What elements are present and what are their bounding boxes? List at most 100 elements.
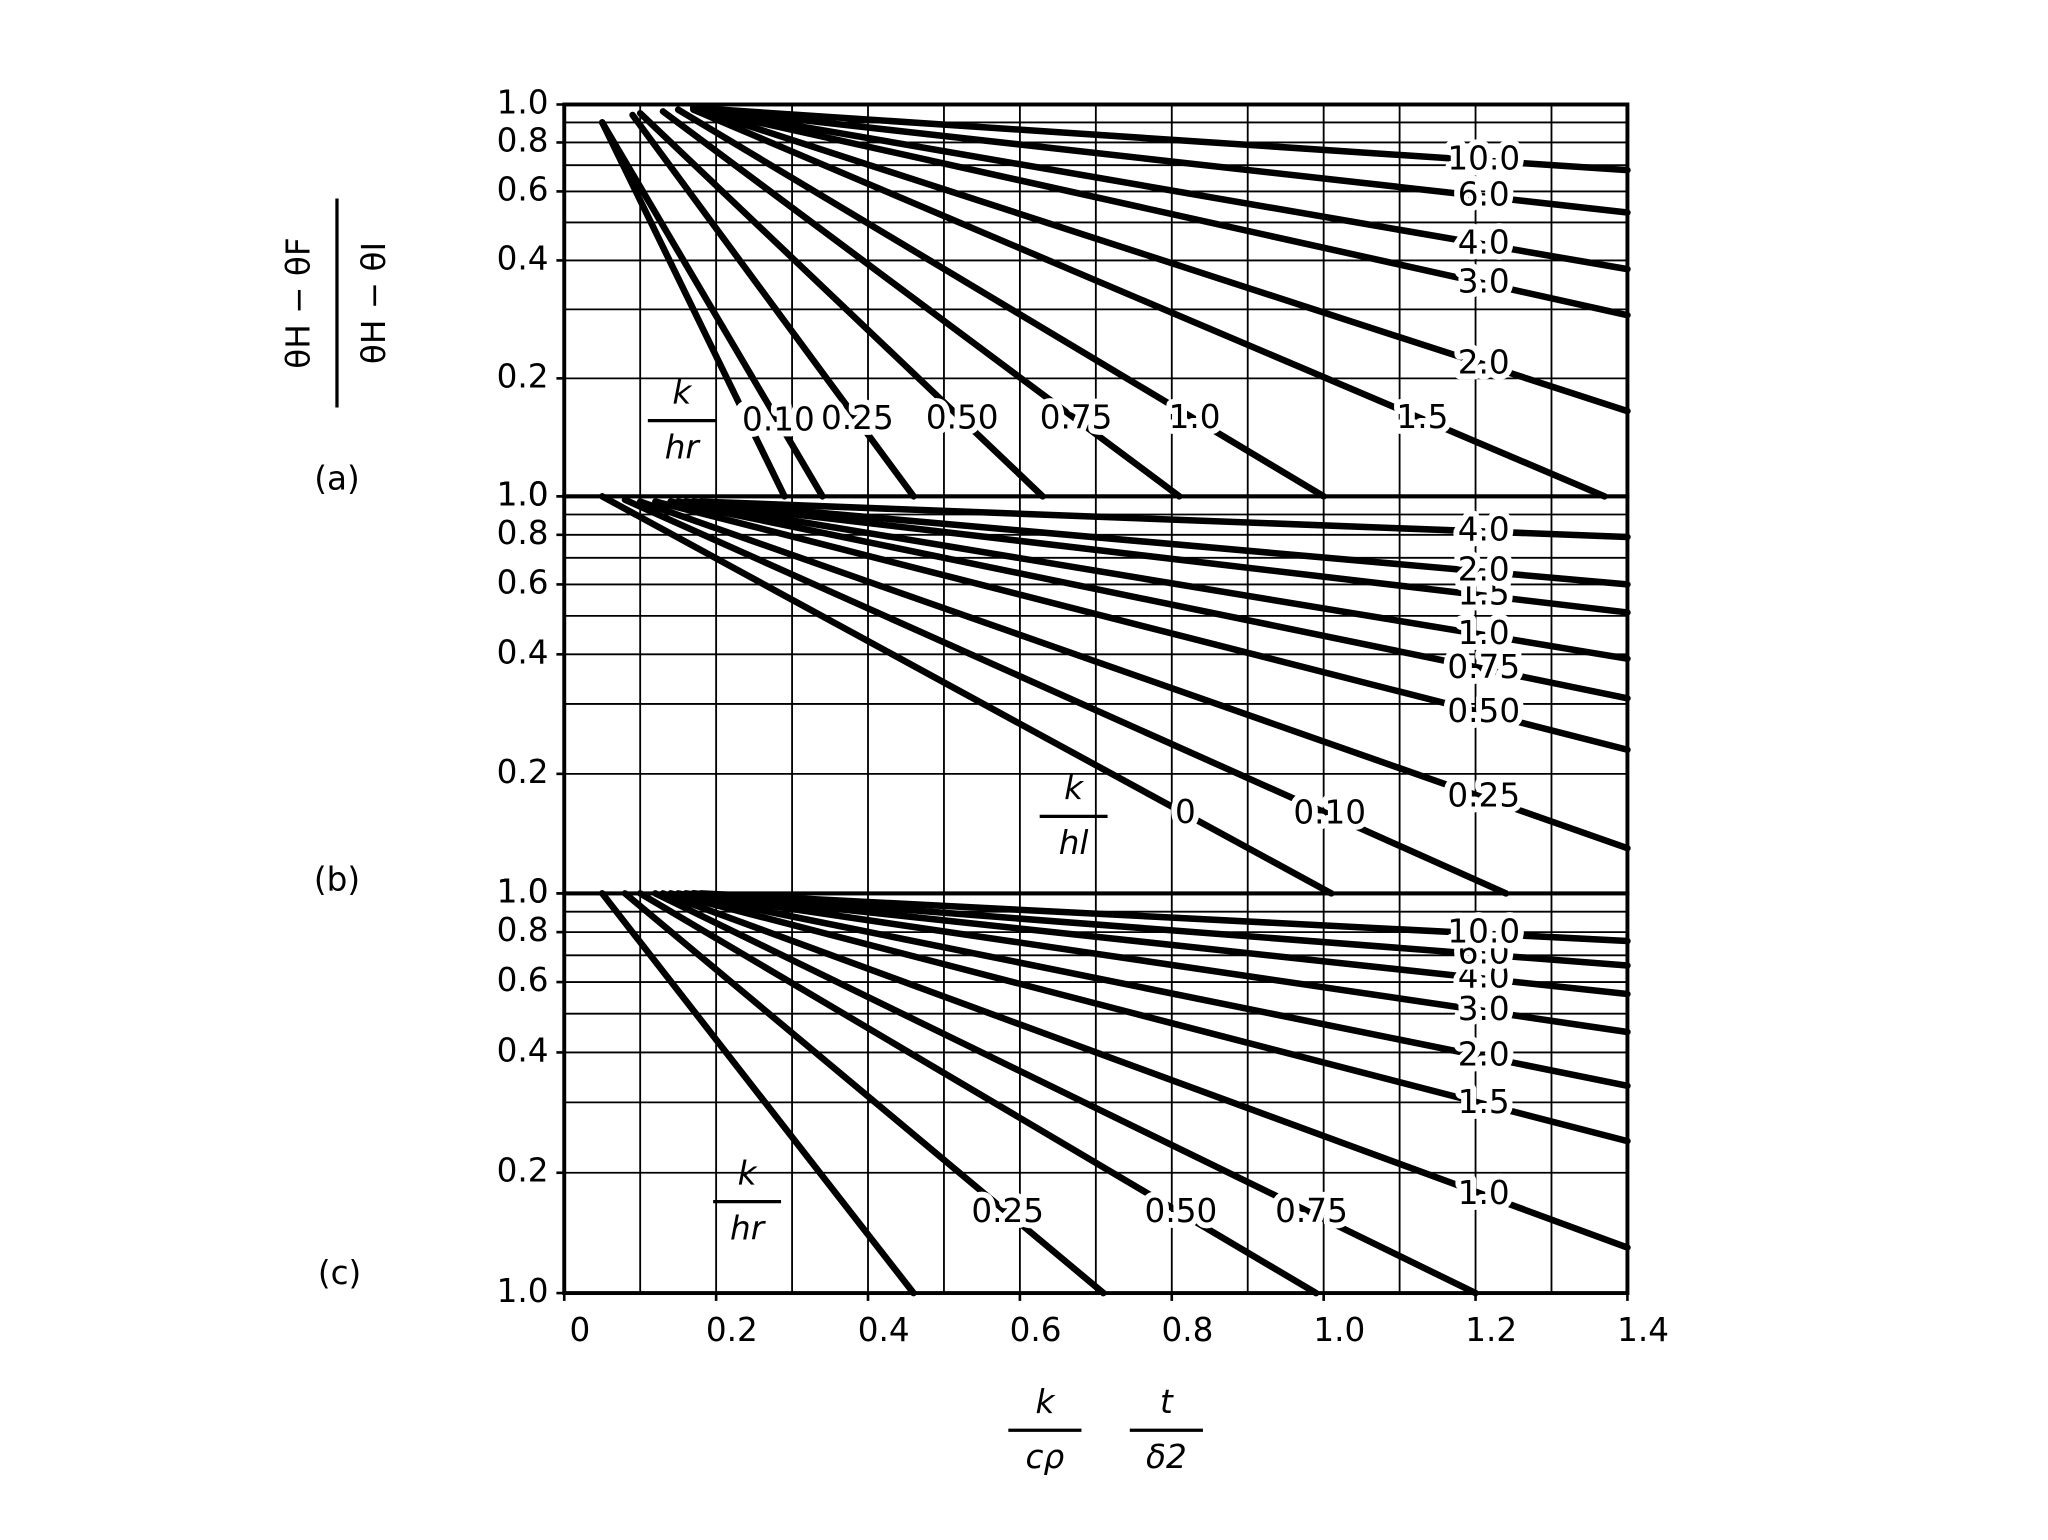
curve	[690, 104, 1631, 319]
curve	[652, 890, 1479, 1297]
curve-label: 0.75	[1275, 1192, 1348, 1230]
curve-label: 10.0	[1447, 140, 1520, 178]
curve-label: 1.5	[1458, 1083, 1510, 1121]
curve	[636, 109, 1046, 500]
y-tick-label: 0.2	[497, 753, 549, 791]
curve	[690, 498, 1631, 588]
curve-label: 2.0	[1458, 1036, 1510, 1074]
curve-label: 1.0	[1458, 1174, 1510, 1212]
fraction-denominator: δ2	[1146, 1438, 1187, 1476]
curve-label: 4.0	[1458, 510, 1510, 548]
fraction-denominator: hl	[1059, 824, 1089, 862]
curve-label: 0.50	[1145, 1192, 1218, 1230]
curve	[697, 890, 1631, 945]
curve	[598, 119, 826, 500]
x-tick-label: 0	[570, 1311, 591, 1349]
curve	[690, 106, 1608, 500]
curve	[690, 104, 1631, 174]
y-tick-label: 1.0	[497, 872, 549, 910]
fraction-denominator: hr	[730, 1209, 767, 1247]
curve	[697, 498, 1631, 541]
x-tick-label: 0.2	[706, 1311, 758, 1349]
curve	[629, 111, 917, 500]
curve	[674, 498, 1631, 662]
y-label-numerator: θH − θF	[279, 237, 317, 368]
curve	[690, 104, 1631, 415]
x-tick-label: 1.4	[1617, 1311, 1669, 1349]
curve	[690, 104, 1631, 273]
y-tick-label: 0.4	[497, 239, 549, 277]
curve-label: 6.0	[1458, 933, 1510, 971]
panel-label: (b)	[314, 861, 360, 899]
y-axis-label: θH − θF θH − θI	[279, 198, 393, 408]
curve-label: 0.75	[1447, 648, 1520, 686]
x-tick-label: 0.6	[1010, 1311, 1062, 1349]
curve-label: 0.10	[1293, 794, 1366, 832]
curve	[636, 890, 1320, 1297]
y-tick-label: 1.0	[497, 475, 549, 513]
y-tick-label: 1.0	[497, 1272, 549, 1310]
curve	[682, 890, 1631, 1036]
curve-label: 1.5	[1396, 398, 1448, 436]
curve	[621, 496, 1510, 897]
panel-label: (c)	[318, 1254, 361, 1292]
curve-label: 0.25	[821, 399, 894, 437]
y-tick-label: 0.6	[497, 563, 549, 601]
y-tick-label: 0.8	[497, 121, 549, 159]
curve	[682, 498, 1631, 616]
fraction-numerator: k	[1064, 769, 1084, 807]
curve-label: 10.0	[1447, 913, 1520, 951]
fraction-numerator: k	[1035, 1383, 1055, 1421]
curve	[652, 498, 1631, 754]
fraction-numerator: t	[1160, 1383, 1174, 1421]
panel-label: (a)	[314, 460, 359, 498]
x-tick-label: 0.4	[858, 1311, 910, 1349]
y-label-denominator: θH − θI	[355, 242, 393, 364]
curve	[690, 890, 1631, 969]
y-tick-label: 0.6	[497, 961, 549, 999]
y-tick-label: 1.0	[497, 872, 549, 910]
curve	[598, 119, 788, 500]
curve-label: 2.0	[1458, 343, 1510, 381]
curve-label: 0.25	[971, 1192, 1044, 1230]
curve	[674, 890, 1631, 1090]
fraction-denominator: cρ	[1026, 1438, 1065, 1476]
curve	[667, 498, 1631, 702]
curve-label: 0	[1175, 793, 1196, 831]
y-tick-label: 0.8	[497, 911, 549, 949]
y-tick-label: 0.4	[497, 633, 549, 671]
curve	[659, 108, 1183, 500]
curve-label: 1.0	[1169, 398, 1221, 436]
x-tick-label: 1.2	[1465, 1311, 1517, 1349]
curve-label: 0.50	[1447, 692, 1520, 730]
fraction-numerator: k	[738, 1155, 758, 1193]
curve	[659, 890, 1631, 1251]
y-tick-label: 0.2	[497, 1152, 549, 1190]
y-tick-label: 0.8	[497, 514, 549, 552]
fraction-denominator: hr	[665, 428, 702, 466]
curve	[690, 890, 1631, 998]
curve	[690, 104, 1631, 216]
curve-label: 1.5	[1458, 575, 1510, 613]
curve	[598, 493, 1335, 897]
y-tick-label: 0.6	[497, 170, 549, 208]
curve-label: 0.50	[926, 399, 999, 437]
curve	[598, 890, 917, 1297]
y-tick-label: 1.0	[497, 83, 549, 121]
curve-label: 2.0	[1458, 551, 1510, 589]
plot-frame	[562, 891, 1630, 1296]
curve-label: 0.10	[742, 401, 815, 439]
curve-label: 3.0	[1458, 262, 1510, 300]
curve	[667, 890, 1631, 1145]
curve-label: 4.0	[1458, 958, 1510, 996]
curve-label: 0.25	[1447, 777, 1520, 815]
curve-label: 1.0	[1458, 614, 1510, 652]
curve	[674, 106, 1327, 500]
x-tick-label: 0.8	[1161, 1311, 1213, 1349]
curve-label: 6.0	[1458, 175, 1510, 213]
x-tick-label: 1.0	[1313, 1311, 1365, 1349]
curve-label: 0.75	[1040, 398, 1113, 436]
y-tick-label: 0.2	[497, 357, 549, 395]
y-tick-label: 0.4	[497, 1031, 549, 1069]
